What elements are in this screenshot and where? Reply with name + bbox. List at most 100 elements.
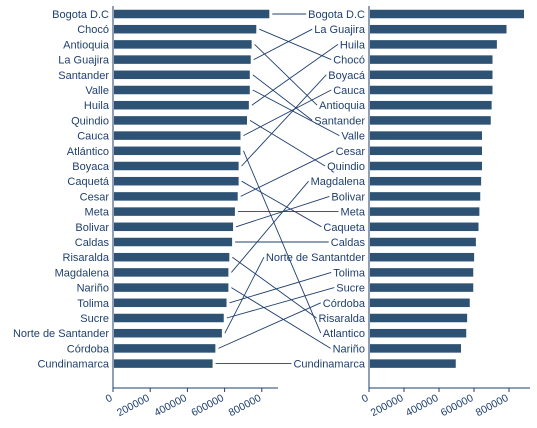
right-bar-huila [370,40,497,49]
left-bar-cordoba [114,344,216,353]
right-bar-caqueta [370,222,479,232]
left-category-label-valle: Valle [85,85,109,97]
connector-tolima [229,271,332,304]
right-category-label-bogota-d-c: Bogota D.C [308,9,365,21]
right-category-label-choco: Chocó [333,55,365,67]
right-bar-tolima [370,268,474,277]
right-bar-bogota-d-c [370,9,524,19]
left-x-tick-label: 200000 [115,392,152,419]
right-x-tick-label: 200000 [369,392,406,419]
right-category-label-magdalena: Magdalena [311,176,366,188]
right-category-label-valle: Valle [341,131,365,143]
right-category-label-tolima: Tolima [333,267,366,279]
right-category-label-caldas: Caldas [331,237,366,249]
left-category-label-cesar: Cesar [80,191,110,203]
left-bar-meta [114,207,235,216]
left-x-tick-label: 0 [104,392,115,405]
right-category-label-quindio: Quindio [327,161,365,173]
left-x-tick-label: 800000 [227,392,264,419]
left-bar-risaralda [114,252,230,262]
right-category-label-meta: Meta [341,207,366,219]
right-category-label-cordoba: Córdoba [323,298,366,310]
connector-santander [252,74,313,121]
left-bar-cundinamarca [114,359,213,368]
left-bar-choco [114,24,257,34]
left-bar-cauca [114,131,241,140]
connector-sucre [226,287,335,319]
left-category-label-la-guajira: La Guajira [58,55,110,67]
left-bar-sucre [114,313,224,323]
left-category-label-tolima: Tolima [77,298,110,310]
right-category-label-risaralda: Risaralda [319,313,366,325]
left-bar-magdalena [114,268,229,277]
right-category-label-narino: Nariño [333,343,365,355]
left-category-label-huila: Huila [84,100,110,112]
right-bar-bolivar [370,192,481,201]
left-category-label-meta: Meta [85,207,110,219]
connector-magdalena [231,180,309,273]
left-bar-norte-de-santander [114,328,222,338]
rank-connector-lines [215,13,340,365]
right-x-tick-label: 600000 [439,392,476,419]
left-x-tick-label: 600000 [189,392,226,419]
left-category-label-norte-de-santander: Norte de Santander [13,328,109,340]
left-category-label-narino: Nariño [77,283,109,295]
left-bar-bolivar [114,222,234,232]
connector-antioquia [254,44,318,106]
left-bar-boyaca [114,161,239,171]
right-x-tick-label: 400000 [404,392,441,419]
right-bar-narino [370,344,461,353]
right-category-label-la-guajira: La Guajira [314,24,366,36]
right-category-label-cesar: Cesar [336,146,366,158]
right-category-label-caqueta: Caqueta [323,222,365,234]
connector-huila [251,44,339,106]
left-category-label-cundinamarca: Cundinamarca [37,359,109,371]
right-bar-valle [370,131,482,140]
connector-cordoba [218,302,321,349]
left-bar-quindio [114,116,247,125]
right-bar-sucre [370,283,474,292]
left-x-tick-label: 400000 [152,392,189,419]
right-x-tick-label: 800000 [474,392,511,419]
right-bar-cordoba [370,298,470,308]
right-bar-quindio [370,161,482,171]
connector-cesar [240,150,334,197]
left-category-label-atlantico: Atlántico [67,146,109,158]
connector-caqueta [241,180,322,228]
right-bar-santander [370,116,491,125]
connector-risaralda [232,256,317,319]
right-bar-boyaca [370,70,493,80]
left-category-label-cordoba: Córdoba [67,343,110,355]
right-bar-cauca [370,85,493,95]
right-bar-atlantico [370,328,467,338]
right-category-label-atlantico: Atlantico [323,328,365,340]
right-category-label-huila: Huila [340,39,366,51]
left-bar-bogota-d-c [114,9,270,19]
left-category-label-bogota-d-c: Bogota D.C [52,9,109,21]
left-category-label-boyaca: Boyaca [72,161,110,173]
right-category-label-sucre: Sucre [336,283,365,295]
right-category-label-bolivar: Bolivar [331,191,365,203]
left-bar-santander [114,70,250,80]
left-category-label-cauca: Cauca [77,131,110,143]
right-bar-cesar [370,146,482,156]
right-bar-meta [370,207,480,216]
left-category-label-quindio: Quindio [71,115,109,127]
connector-valle [252,89,340,136]
connector-la-guajira [253,28,313,60]
right-bar-choco [370,55,493,64]
left-bar-narino [114,283,229,292]
connector-norte-de-santander [224,256,265,334]
right-category-label-norte-de-santantder: Norte de Santantder [266,252,365,264]
left-category-label-santander: Santander [58,70,109,82]
right-bar-caldas [370,237,476,247]
left-bar-caldas [114,237,233,247]
left-category-label-risaralda: Risaralda [63,252,110,264]
left-category-label-antioquia: Antioquia [63,39,110,51]
left-bar-huila [114,100,249,110]
right-category-label-santander: Santander [314,115,365,127]
right-bar-antioquia [370,100,492,110]
right-category-label-boyaca: Boyacá [328,70,366,82]
